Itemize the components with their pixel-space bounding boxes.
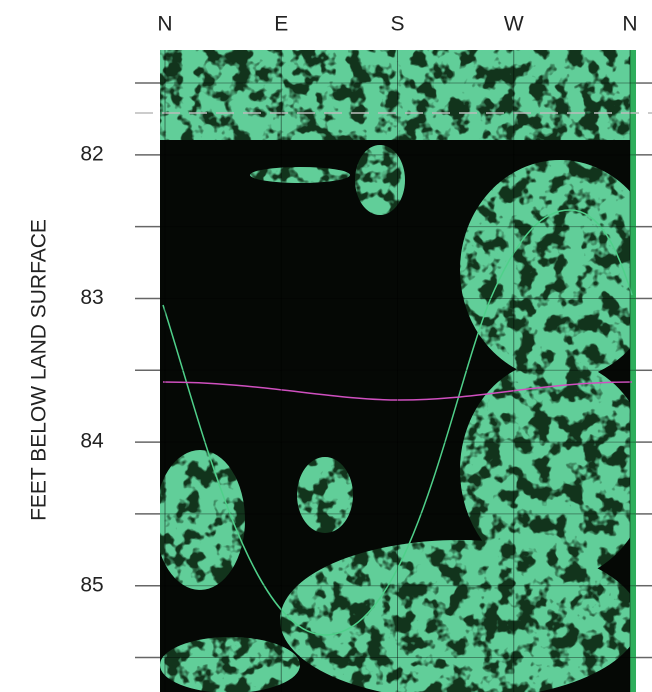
x-tick-label: N xyxy=(622,13,637,36)
x-tick-label: N xyxy=(157,13,172,36)
bedding-line xyxy=(162,381,633,401)
fracture-sinusoid xyxy=(162,209,633,636)
edge xyxy=(630,50,636,692)
y-tick-label: 83 xyxy=(80,286,103,309)
x-tick-label: S xyxy=(390,13,404,36)
y-tick-label: 85 xyxy=(80,573,103,596)
y-tick-label: 82 xyxy=(80,142,103,165)
x-tick-label: W xyxy=(504,13,524,36)
x-tick-label: E xyxy=(274,13,288,36)
y-axis-label: FEET BELOW LAND SURFACE xyxy=(28,219,51,521)
image-log xyxy=(135,50,652,692)
y-tick-label: 84 xyxy=(80,430,104,453)
